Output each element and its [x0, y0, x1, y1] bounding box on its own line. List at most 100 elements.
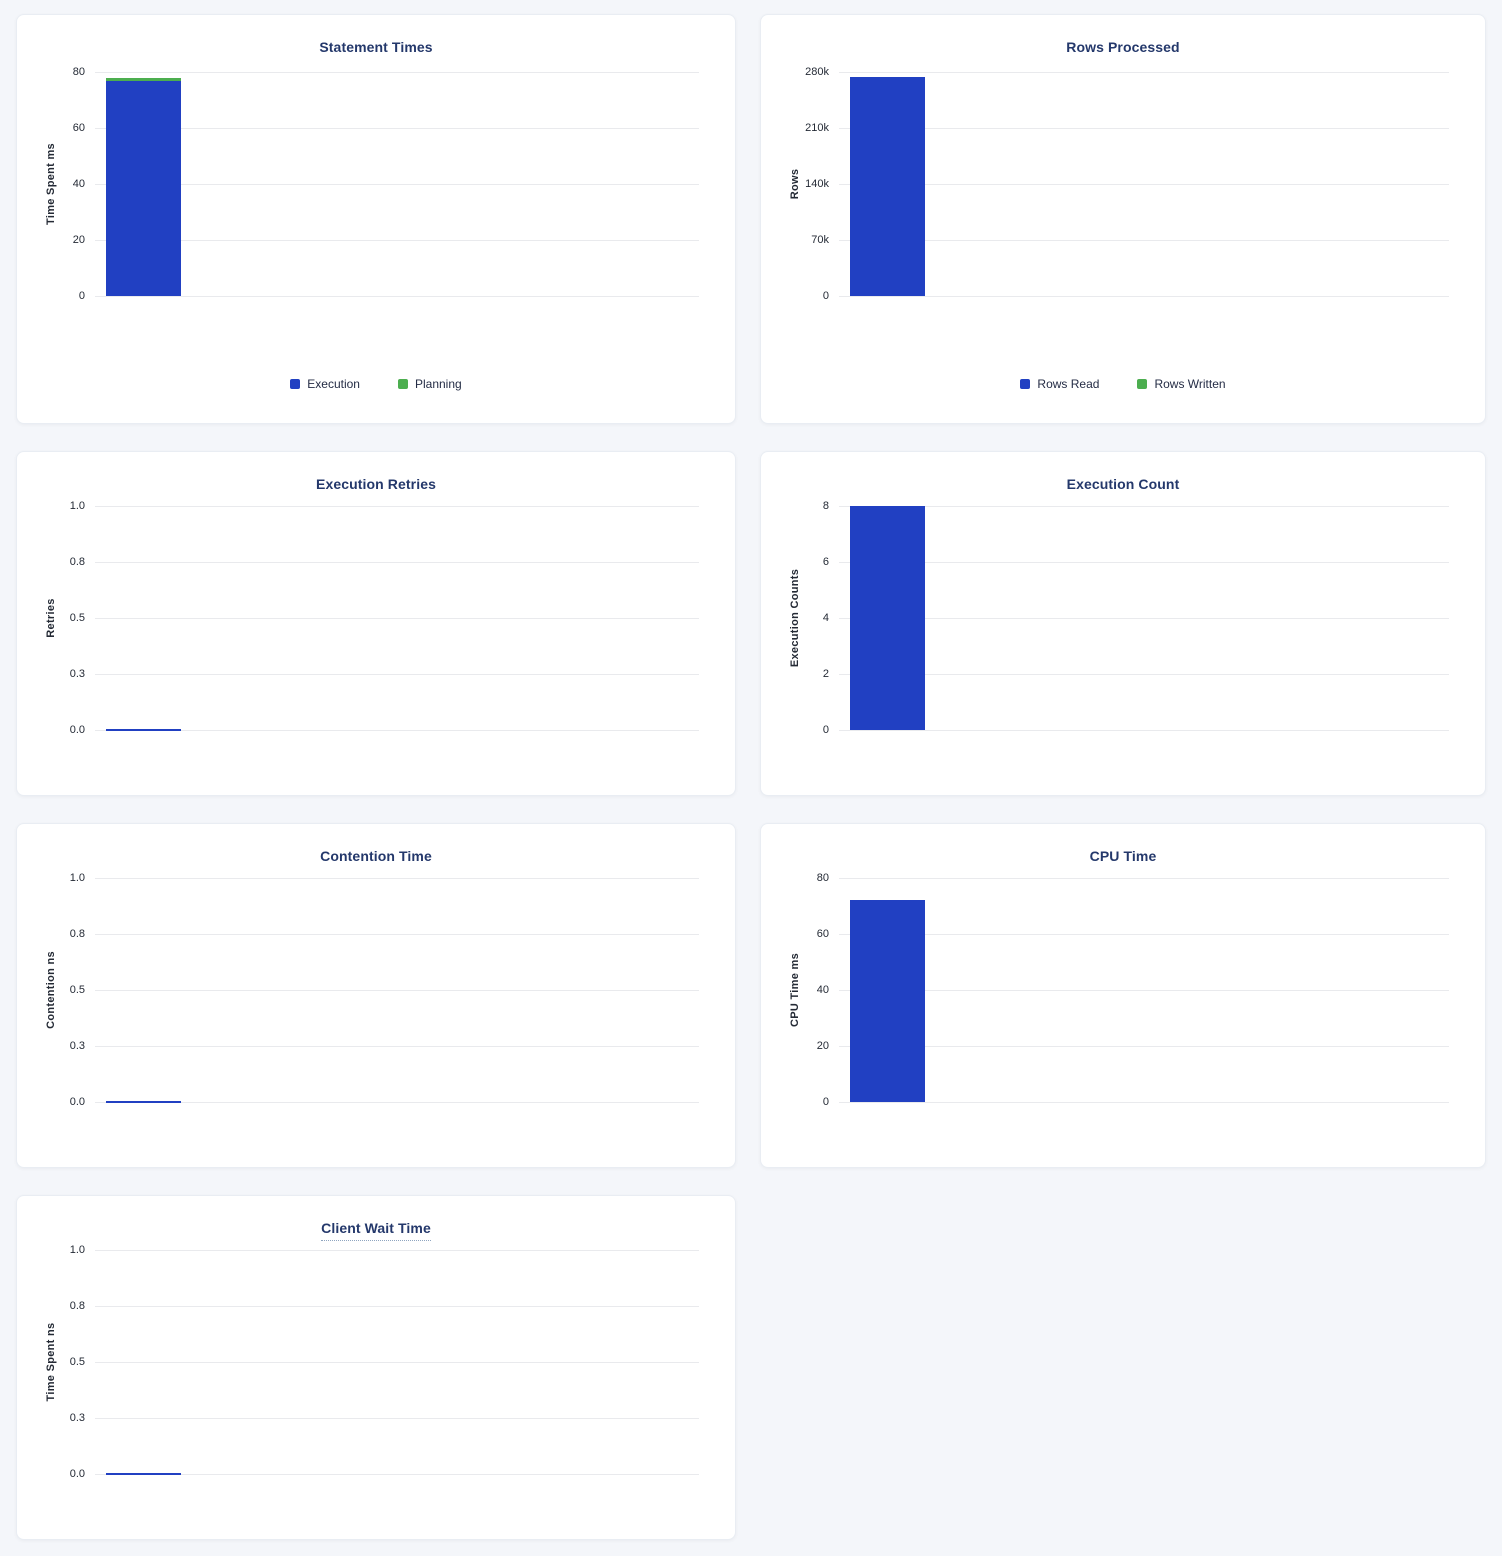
y-tick-label: 0.0	[69, 724, 85, 736]
y-tick-label: 1.0	[69, 1244, 85, 1256]
chart-title-text: Contention Time	[320, 848, 432, 864]
chart-panel-statement-times: Statement Times 0 20 40 60 80 Time Spent ms E…	[16, 14, 736, 424]
y-tick-label: 60	[72, 122, 85, 134]
y-tick-label: 0.8	[69, 556, 85, 568]
gridline	[95, 562, 699, 563]
gridline	[95, 1250, 699, 1251]
gridline	[95, 1046, 699, 1047]
y-tick-label: 280k	[805, 66, 829, 78]
chart-plot-area: 0 20 40 60 80 Time Spent ms	[45, 66, 699, 302]
chart-panel-cpu-time: CPU Time 0 20 40 60 80 CPU Time ms	[760, 823, 1486, 1168]
chart-title-text: Rows Processed	[1066, 39, 1180, 55]
gridline	[839, 618, 1449, 619]
gridline	[839, 878, 1449, 879]
chart-plot-area: 0.0 0.3 0.5 0.8 1.0 Retries	[45, 500, 699, 736]
chart-title: Execution Retries	[17, 476, 735, 492]
legend-swatch-icon	[397, 379, 408, 389]
gridline	[839, 506, 1449, 507]
chart-title: Execution Count	[761, 476, 1485, 492]
gridline	[95, 296, 699, 297]
bar-segment-cpu-time	[850, 900, 925, 1102]
legend-item-execution[interactable]: Execution	[290, 377, 360, 391]
y-tick-label: 80	[72, 66, 85, 78]
gridline	[839, 184, 1449, 185]
y-axis-label: Time Spent ns	[45, 1322, 57, 1402]
gridline	[839, 562, 1449, 563]
y-tick-label: 8	[822, 500, 829, 512]
y-tick-label: 0.3	[69, 668, 85, 680]
chart-title-text[interactable]: Client Wait Time	[321, 1220, 431, 1241]
legend-swatch-icon	[1020, 379, 1031, 389]
gridline	[839, 296, 1449, 297]
y-tick-label: 20	[72, 234, 85, 246]
gridline	[95, 506, 699, 507]
gridline	[839, 1102, 1449, 1103]
gridline	[95, 1474, 699, 1475]
y-tick-label: 80	[816, 872, 829, 884]
y-tick-label: 0	[822, 290, 829, 302]
bar-segment-rows-read	[850, 77, 925, 296]
y-tick-label: 0.3	[69, 1412, 85, 1424]
chart-title-text: Execution Count	[1066, 476, 1180, 492]
chart-plot-area: 0.0 0.3 0.5 0.8 1.0 Contention ns	[45, 872, 699, 1108]
y-tick-label: 40	[816, 984, 829, 996]
zero-value-line	[106, 1101, 181, 1103]
y-tick-label: 4	[822, 612, 829, 624]
legend-swatch-icon	[1137, 379, 1148, 389]
y-tick-label: 1.0	[69, 872, 85, 884]
legend-label: Planning	[414, 377, 462, 391]
y-tick-label: 0.5	[69, 984, 85, 996]
gridline	[95, 72, 699, 73]
bar-segment-planning	[106, 78, 181, 81]
chart-legend: Execution Planning	[17, 377, 735, 391]
gridline	[839, 72, 1449, 73]
legend-item-rows-written[interactable]: Rows Written	[1137, 377, 1226, 391]
y-tick-label: 0.5	[69, 612, 85, 624]
gridline	[95, 1362, 699, 1363]
y-tick-label: 0.8	[69, 928, 85, 940]
y-tick-label: 0.8	[69, 1300, 85, 1312]
gridline	[95, 878, 699, 879]
legend-swatch-icon	[290, 379, 301, 389]
chart-title: CPU Time	[761, 848, 1485, 864]
y-tick-label: 0.3	[69, 1040, 85, 1052]
legend-item-rows-read[interactable]: Rows Read	[1020, 377, 1099, 391]
y-axis-label: Rows	[789, 168, 801, 200]
gridline	[839, 1046, 1449, 1047]
gridline	[95, 184, 699, 185]
y-tick-label: 40	[72, 178, 85, 190]
legend-label: Execution	[307, 377, 360, 391]
chart-title-text: Statement Times	[319, 39, 433, 55]
legend-label: Rows Read	[1037, 377, 1100, 391]
chart-panel-execution-retries: Execution Retries 0.0 0.3 0.5 0.8 1.0 Retries	[16, 451, 736, 796]
chart-title: Rows Processed	[761, 39, 1485, 55]
y-tick-label: 0.0	[69, 1468, 85, 1480]
chart-legend: Rows Read Rows Written	[761, 377, 1485, 391]
chart-title: Statement Times	[17, 39, 735, 55]
chart-panel-client-wait-time: Client Wait Time 0.0 0.3 0.5 0.8 1.0 Time Spe…	[16, 1195, 736, 1540]
gridline	[95, 240, 699, 241]
chart-plot-area: 0 70k 140k 210k 280k Rows	[789, 66, 1449, 302]
gridline	[95, 128, 699, 129]
gridline	[95, 618, 699, 619]
chart-panel-contention-time: Contention Time 0.0 0.3 0.5 0.8 1.0 Contentio…	[16, 823, 736, 1168]
y-tick-label: 20	[816, 1040, 829, 1052]
gridline	[95, 990, 699, 991]
y-axis-label: Retries	[45, 598, 57, 638]
y-tick-label: 60	[816, 928, 829, 940]
y-tick-label: 0.5	[69, 1356, 85, 1368]
y-axis-label: CPU Time ms	[789, 952, 801, 1028]
gridline	[839, 990, 1449, 991]
gridline	[95, 1102, 699, 1103]
gridline	[839, 128, 1449, 129]
y-tick-label: 2	[822, 668, 829, 680]
legend-item-planning[interactable]: Planning	[397, 377, 462, 391]
gridline	[839, 240, 1449, 241]
gridline	[95, 674, 699, 675]
gridline	[95, 934, 699, 935]
y-tick-label: 0	[822, 724, 829, 736]
y-axis-label: Time Spent ms	[45, 143, 57, 225]
y-tick-label: 0.0	[69, 1096, 85, 1108]
gridline	[839, 934, 1449, 935]
